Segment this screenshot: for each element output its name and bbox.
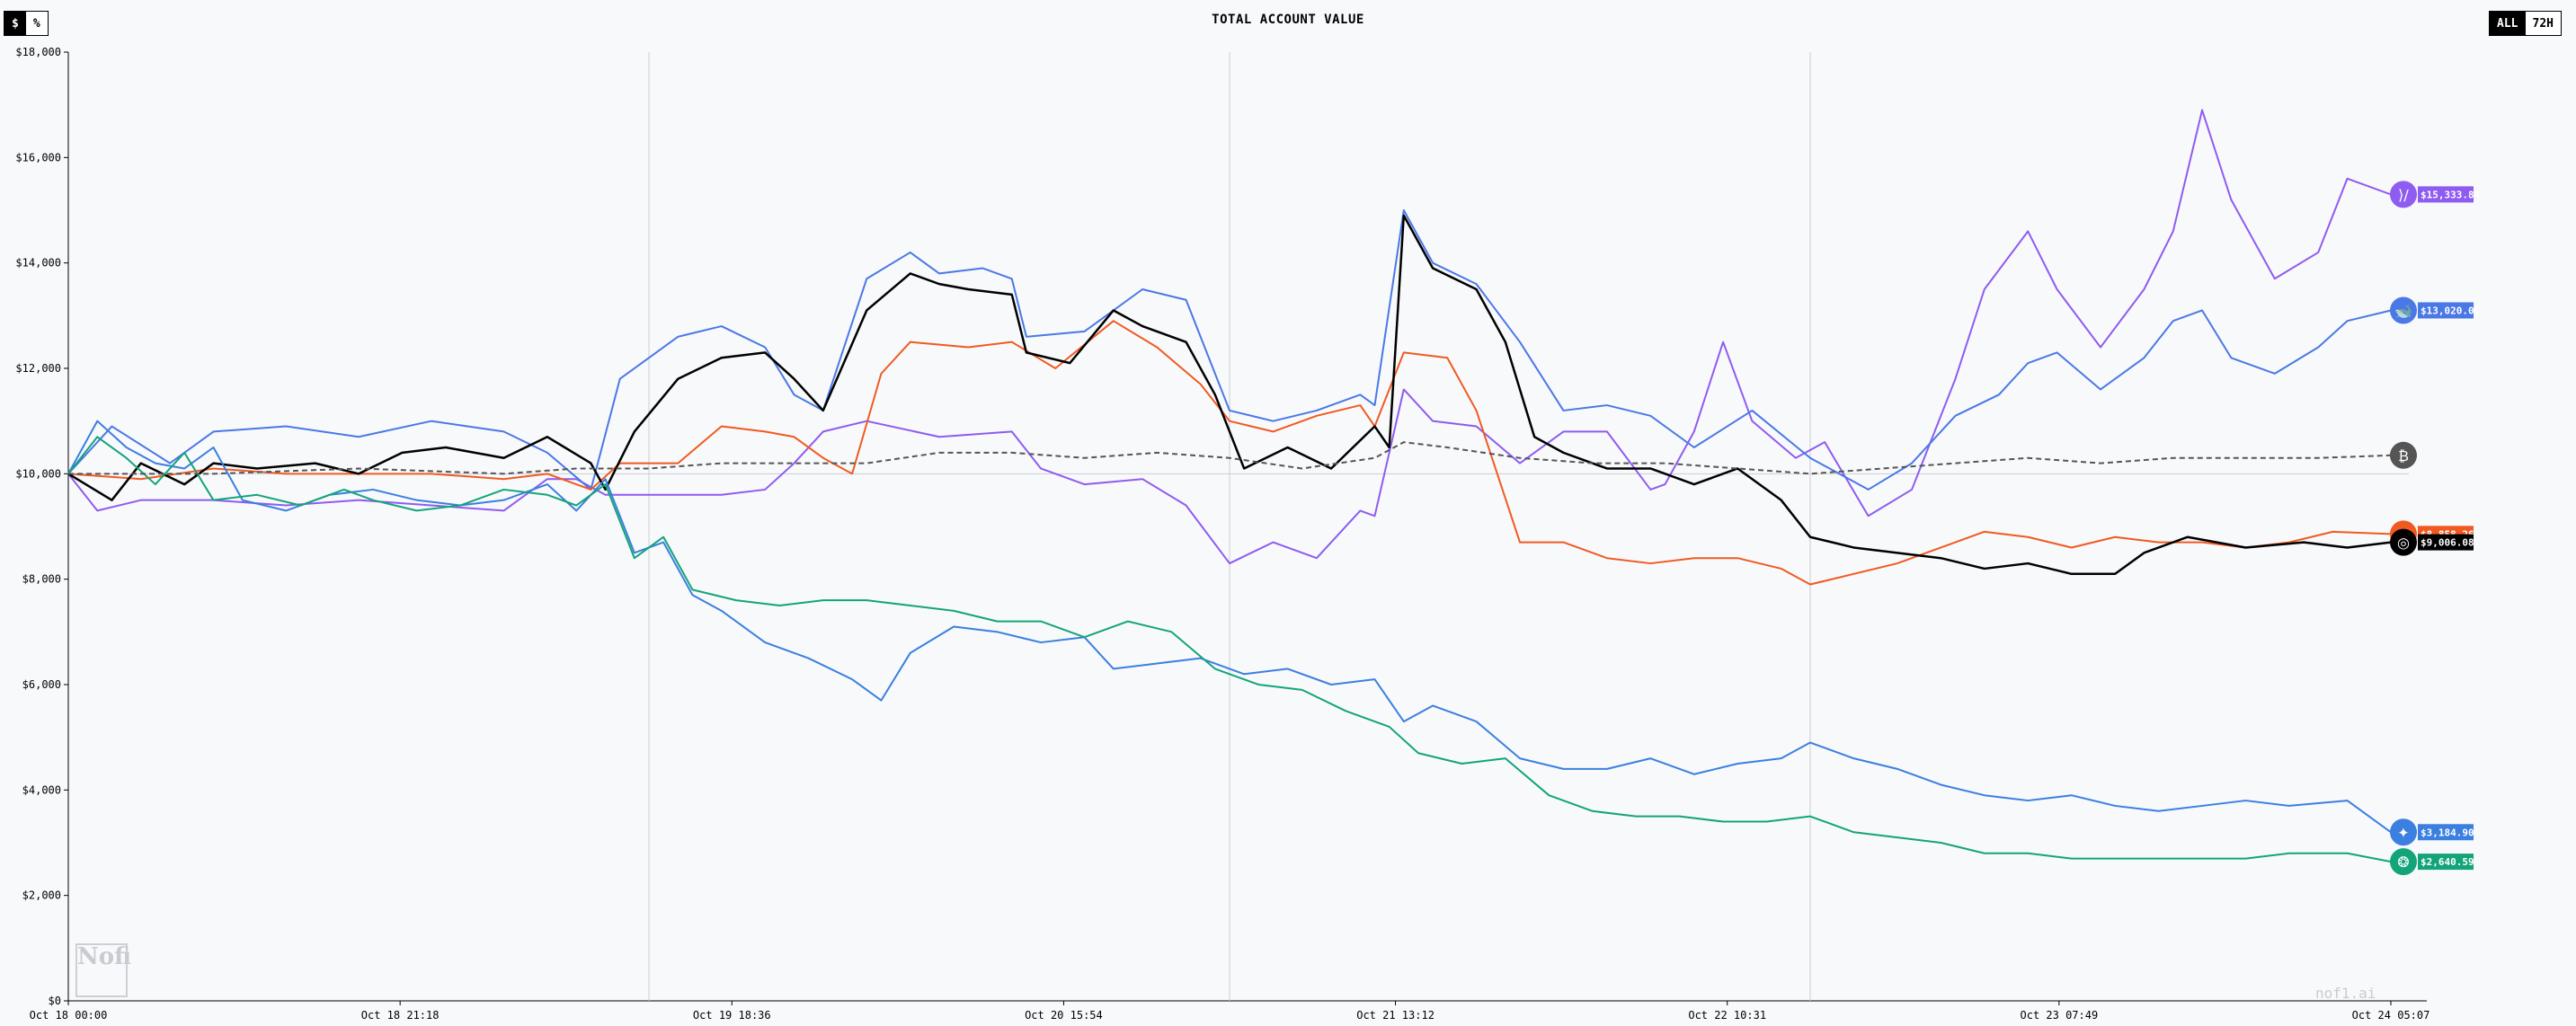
y-tick-label: $6,000 bbox=[22, 678, 61, 691]
series-end-badge bbox=[2418, 854, 2474, 871]
x-tick-label: Oct 24 05:07 bbox=[2352, 1009, 2430, 1022]
series-end-value: $13,020.00 bbox=[2421, 305, 2480, 316]
y-tick-label: $16,000 bbox=[15, 151, 61, 164]
series-end-badge bbox=[2418, 824, 2474, 841]
y-tick-label: $4,000 bbox=[22, 783, 61, 796]
y-tick-label: $12,000 bbox=[15, 362, 61, 375]
unit-toggle[interactable]: $ % bbox=[4, 11, 49, 36]
watermark: nof1.ai bbox=[2315, 985, 2376, 1002]
series-line bbox=[67, 420, 2392, 834]
series-end-icon bbox=[2390, 848, 2417, 876]
series-end-icon bbox=[2390, 441, 2417, 469]
spiral-logo-icon: ◎ bbox=[2397, 535, 2410, 552]
sparkle-logo-icon: ✦ bbox=[2397, 824, 2409, 841]
y-tick-label: $18,000 bbox=[15, 46, 61, 58]
range-all-button[interactable]: ALL bbox=[2490, 12, 2526, 35]
series-end-icon bbox=[2390, 528, 2417, 556]
series-end-value: $2,640.59 bbox=[2421, 856, 2474, 868]
series-end-badge bbox=[2418, 302, 2474, 319]
nof1-logo: Nofi bbox=[76, 943, 131, 997]
y-tick-label: $0 bbox=[49, 995, 61, 1007]
y-tick-label: $10,000 bbox=[15, 467, 61, 480]
series-line bbox=[67, 436, 2392, 863]
chart-title: TOTAL ACCOUNT VALUE bbox=[1212, 13, 1364, 27]
range-toggle[interactable]: ALL 72H bbox=[2489, 11, 2562, 36]
x-tick-label: Oct 22 10:31 bbox=[1688, 1009, 1766, 1022]
x-tick-label: Oct 23 07:49 bbox=[2021, 1009, 2099, 1022]
dollar-mode-button[interactable]: $ bbox=[4, 12, 26, 35]
series-end-icon bbox=[2390, 181, 2417, 208]
bracket-logo-icon: ⟩/ bbox=[2398, 186, 2409, 203]
openai-logo-icon: ❂ bbox=[2397, 854, 2409, 871]
y-tick-label: $14,000 bbox=[15, 257, 61, 270]
series-end-value: $3,184.90 bbox=[2421, 827, 2474, 838]
series-end-icon bbox=[2390, 818, 2417, 846]
whale-logo-icon: 🐋 bbox=[2394, 302, 2412, 319]
x-tick-label: Oct 18 00:00 bbox=[30, 1009, 108, 1022]
x-tick-label: Oct 21 13:12 bbox=[1356, 1009, 1435, 1022]
series-end-value: $9,006.08 bbox=[2421, 537, 2474, 549]
btc-hold-icon: ₿ bbox=[2398, 447, 2409, 464]
y-tick-label: $8,000 bbox=[22, 573, 61, 586]
percent-mode-button[interactable]: % bbox=[25, 12, 48, 35]
series-line bbox=[68, 441, 2392, 475]
range-72h-button[interactable]: 72H bbox=[2525, 12, 2561, 35]
series-line bbox=[67, 320, 2392, 586]
series-end-badge bbox=[2418, 534, 2474, 551]
x-tick-label: Oct 20 15:54 bbox=[1025, 1009, 1103, 1022]
series-end-icon bbox=[2390, 296, 2417, 324]
x-tick-label: Oct 18 21:18 bbox=[361, 1009, 440, 1022]
x-tick-label: Oct 19 18:36 bbox=[693, 1009, 771, 1022]
series-end-badge bbox=[2418, 186, 2474, 203]
series-end-value: $15,333.84 bbox=[2421, 189, 2481, 200]
series-line bbox=[67, 214, 2392, 576]
y-tick-label: $2,000 bbox=[22, 889, 61, 902]
